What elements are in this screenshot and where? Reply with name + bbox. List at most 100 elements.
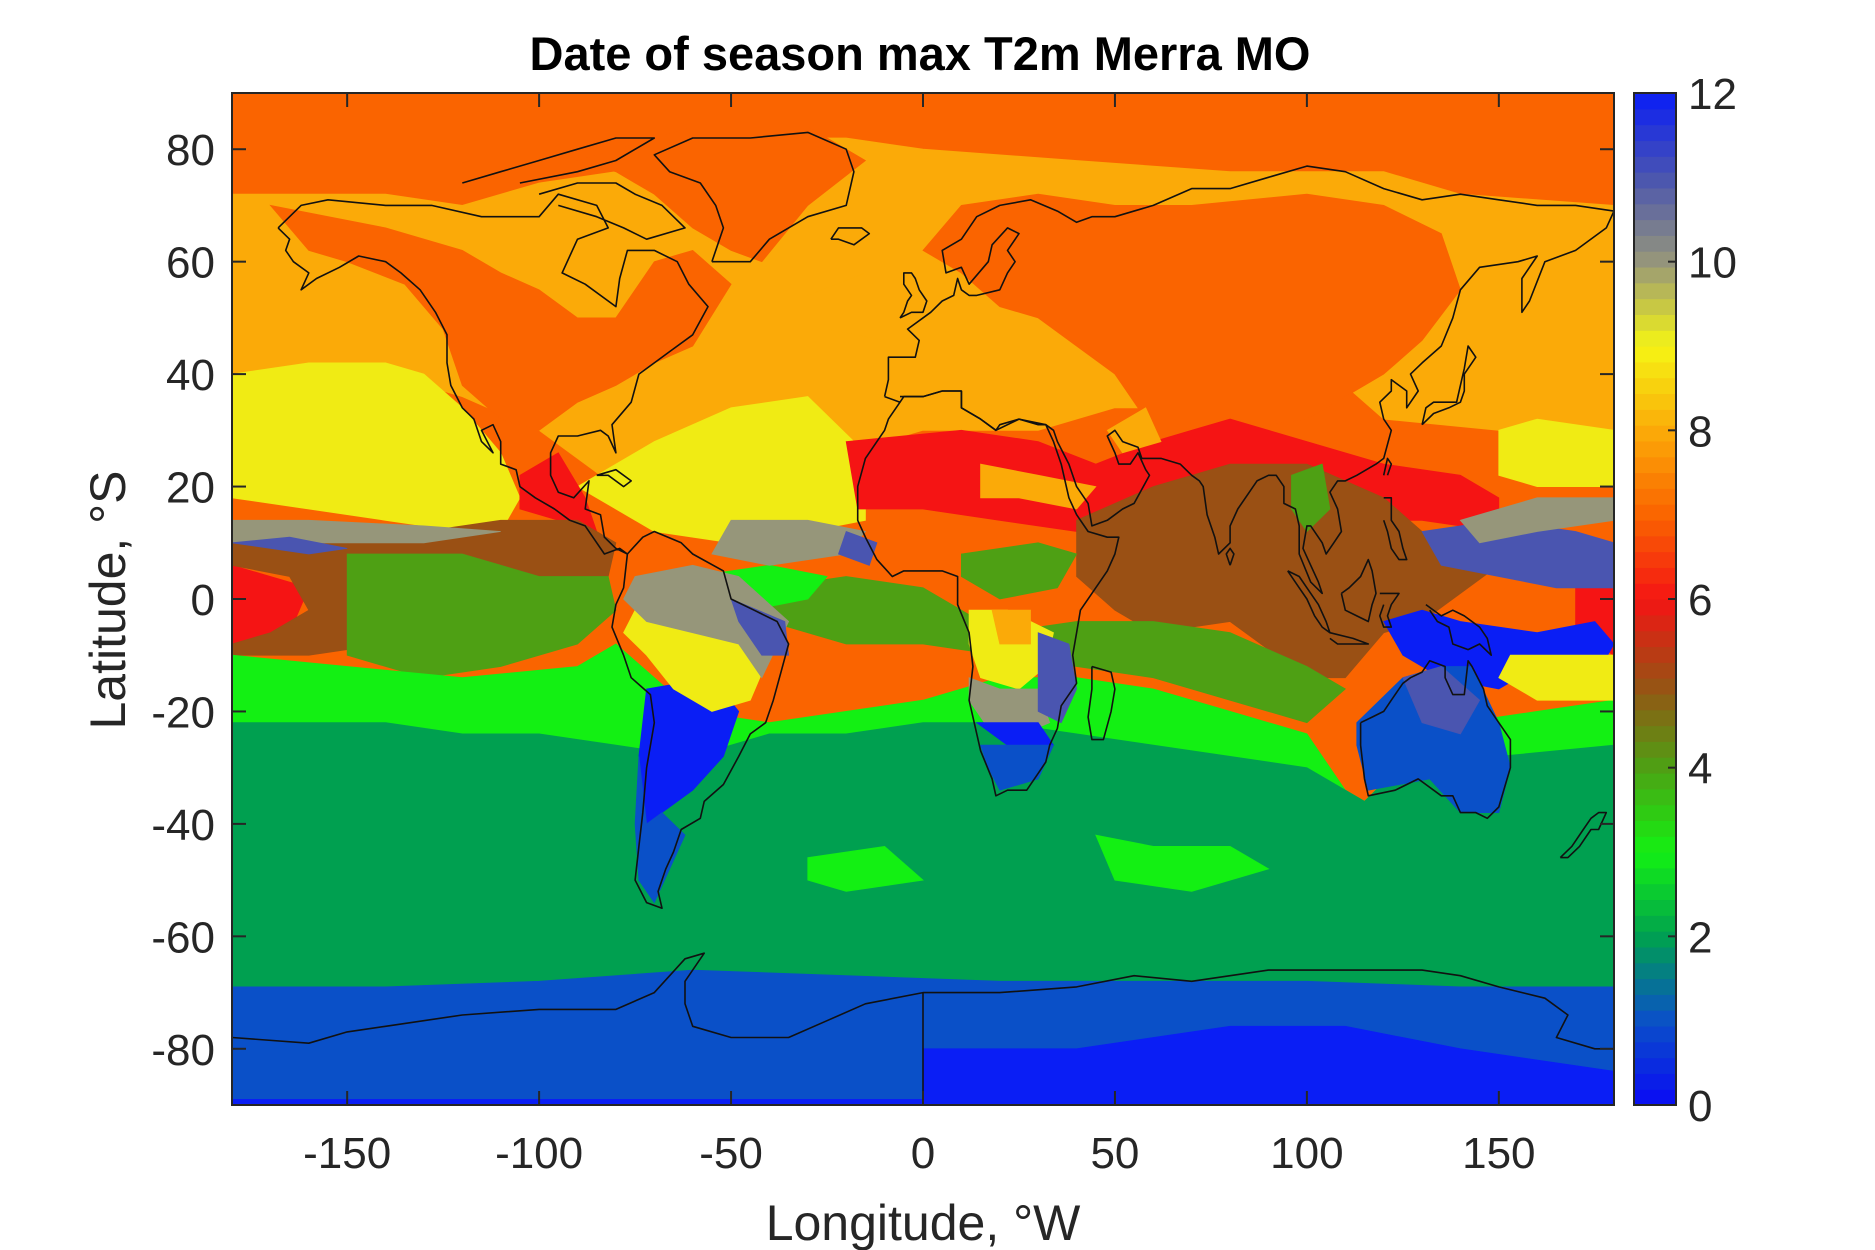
season-region-46 <box>980 463 1097 510</box>
y-tick-label: 60 <box>166 239 215 288</box>
colorbar-segment <box>1634 172 1676 189</box>
season-region-24 <box>922 1025 1614 1105</box>
season-region-21 <box>807 845 924 892</box>
season-region-32 <box>634 756 686 904</box>
season-region-16 <box>961 542 1078 600</box>
coastline-2 <box>538 182 686 240</box>
y-tick-label: 40 <box>166 351 215 400</box>
y-tick-label: -80 <box>151 1026 215 1075</box>
coastline-12 <box>1379 592 1400 628</box>
colorbar-segment <box>1634 488 1676 505</box>
colorbar-segment <box>1634 266 1676 284</box>
season-region-4 <box>922 193 1461 431</box>
colorbar-segment <box>1634 725 1676 742</box>
season-region-44 <box>232 536 348 555</box>
colorbar-segment <box>1634 346 1676 363</box>
coastline-16 <box>1382 457 1393 476</box>
colorbar-segment <box>1634 187 1676 205</box>
colorbar-segment <box>1634 852 1676 869</box>
season-region-35 <box>730 598 790 656</box>
colorbar-segment <box>1634 219 1676 236</box>
colorbar-tick-label: 10 <box>1688 239 1737 288</box>
colorbar-segment <box>1634 425 1676 442</box>
x-tick-label: 100 <box>1270 1129 1343 1178</box>
colorbar-segment <box>1634 899 1676 916</box>
y-tick-label: 0 <box>191 576 215 625</box>
season-region-42 <box>232 519 501 544</box>
colorbar-segment <box>1634 646 1676 663</box>
colorbar-segment <box>1634 282 1676 300</box>
colorbar-segment <box>1634 535 1676 553</box>
y-axis-label: Latitude, °S <box>80 470 136 729</box>
colorbar-segment <box>1634 504 1676 521</box>
colorbar-tick-label: 12 <box>1688 70 1737 119</box>
colorbar-segment <box>1634 93 1676 110</box>
season-region-49 <box>1498 654 1614 701</box>
colorbar-segment <box>1634 251 1676 268</box>
colorbar-segment <box>1634 978 1676 995</box>
season-region-22 <box>1095 834 1270 892</box>
x-tick-label: 0 <box>911 1129 935 1178</box>
colorbar-tick-label: 4 <box>1688 745 1712 794</box>
colorbar-segment <box>1634 994 1676 1011</box>
colorbar-segment <box>1634 614 1676 632</box>
colorbar-segment <box>1634 741 1676 758</box>
colorbar: 0 2 4 6 8 10 12 <box>1633 70 1737 1131</box>
colorbar-segment <box>1634 519 1676 537</box>
colorbar-segment <box>1634 962 1676 980</box>
colorbar-segment <box>1634 1057 1676 1074</box>
coastline-15 <box>1421 345 1477 426</box>
coastline-3 <box>462 137 656 184</box>
colorbar-segment <box>1634 440 1676 458</box>
colorbar-segment <box>1634 314 1676 331</box>
season-regions <box>232 93 1614 1105</box>
colorbar-segment <box>1634 693 1676 711</box>
season-region-47 <box>1106 407 1162 454</box>
y-axis: 80 60 40 20 0 -20 -40 -60 -80 <box>151 126 1614 1075</box>
y-tick-label: 80 <box>166 126 215 175</box>
colorbar-segment <box>1634 599 1676 616</box>
season-region-17 <box>1291 463 1331 533</box>
colorbar-tick-label: 8 <box>1688 407 1712 456</box>
colorbar-segment <box>1634 678 1676 695</box>
coastline-6 <box>856 390 1120 797</box>
colorbar-segment <box>1634 1041 1676 1059</box>
x-tick-label: 150 <box>1462 1129 1535 1178</box>
colorbar-segment <box>1634 393 1676 410</box>
x-axis: -150 -100 -50 0 50 100 150 <box>303 93 1536 1178</box>
coastline-4 <box>611 530 790 910</box>
colorbar-segment <box>1634 377 1676 395</box>
season-region-34 <box>623 564 790 679</box>
x-tick-label: -50 <box>699 1129 763 1178</box>
x-tick-label: 50 <box>1090 1129 1139 1178</box>
coastline-13 <box>1425 603 1492 657</box>
colorbar-segment <box>1634 867 1676 885</box>
season-region-6 <box>576 396 866 544</box>
map-area <box>232 93 1614 1105</box>
colorbar-tick-label: 6 <box>1688 576 1712 625</box>
colorbar-segment <box>1634 156 1676 173</box>
colorbar-segment <box>1634 409 1676 426</box>
colorbar-segment <box>1634 140 1676 157</box>
coastline-20 <box>1225 547 1235 566</box>
season-region-48 <box>807 272 886 341</box>
colorbar-segment <box>1634 567 1676 584</box>
colorbar-segment <box>1634 298 1676 315</box>
colorbar-segment <box>1634 1025 1676 1043</box>
coastline-18 <box>830 227 871 246</box>
colorbar-segment <box>1634 883 1676 901</box>
season-region-28 <box>1459 497 1614 544</box>
colorbar-segment <box>1634 788 1676 806</box>
coastline-8 <box>1359 659 1512 820</box>
colorbar-segment <box>1634 361 1676 379</box>
colorbar-segment <box>1634 108 1676 126</box>
colorbar-segment <box>1634 1089 1676 1106</box>
colorbar-segment <box>1634 820 1676 837</box>
coastline-19 <box>1559 811 1608 859</box>
colorbar-segment <box>1634 915 1676 932</box>
colorbar-segment <box>1634 836 1676 853</box>
coastline-21 <box>596 468 633 488</box>
colorbar-segment <box>1634 203 1676 221</box>
y-tick-label: -60 <box>151 913 215 962</box>
